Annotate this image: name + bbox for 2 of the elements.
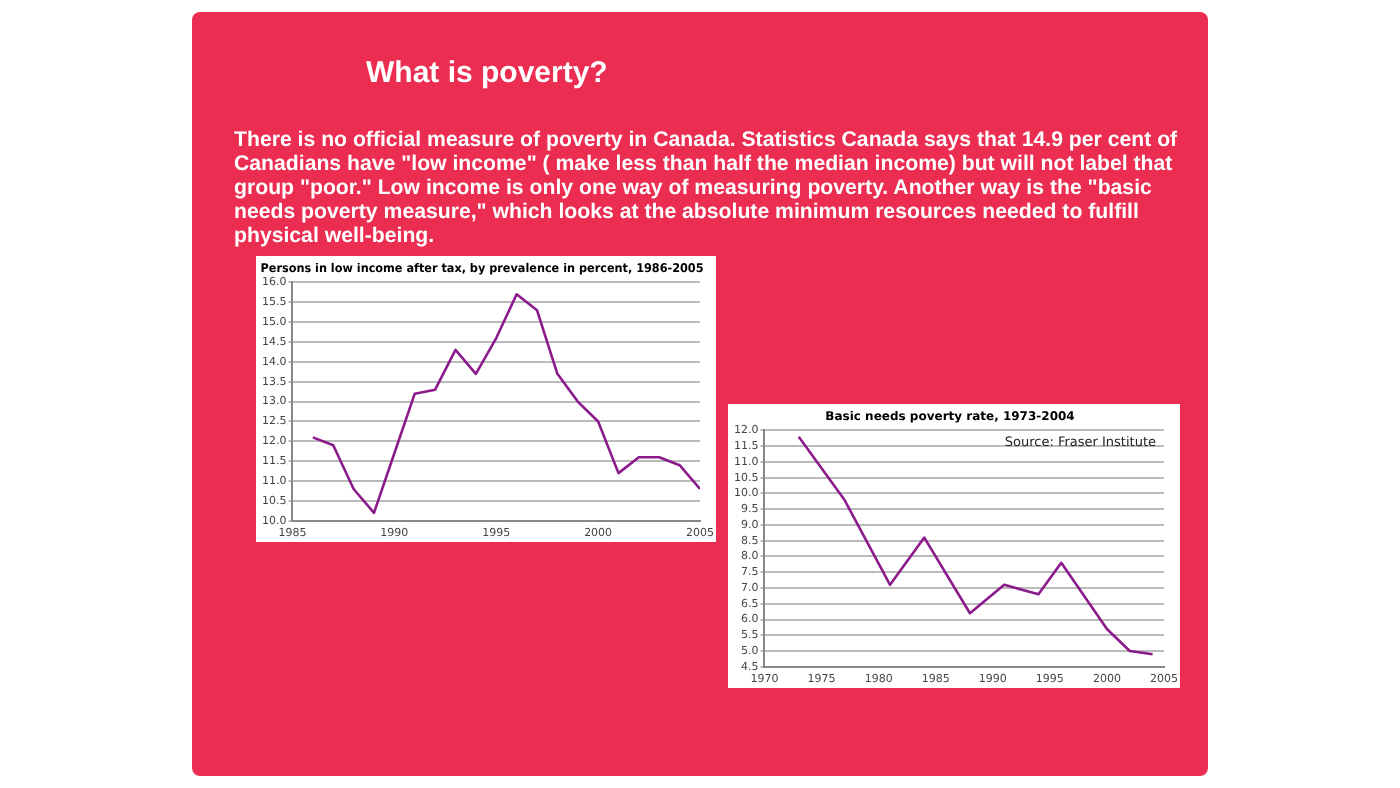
text: What is poverty? <box>366 56 608 90</box>
text: There is no official measure of poverty in Canada. Statistics Canada says that 14.9 per cent of Canadians have "low income" ( make less than half the median income) but will not label that group "poor." Low income is only one way of measuring poverty. Another way is the "basic needs poverty measure," which looks at the absolute minimum resources needed to fulfill physical well-being. <box>234 128 1180 248</box>
